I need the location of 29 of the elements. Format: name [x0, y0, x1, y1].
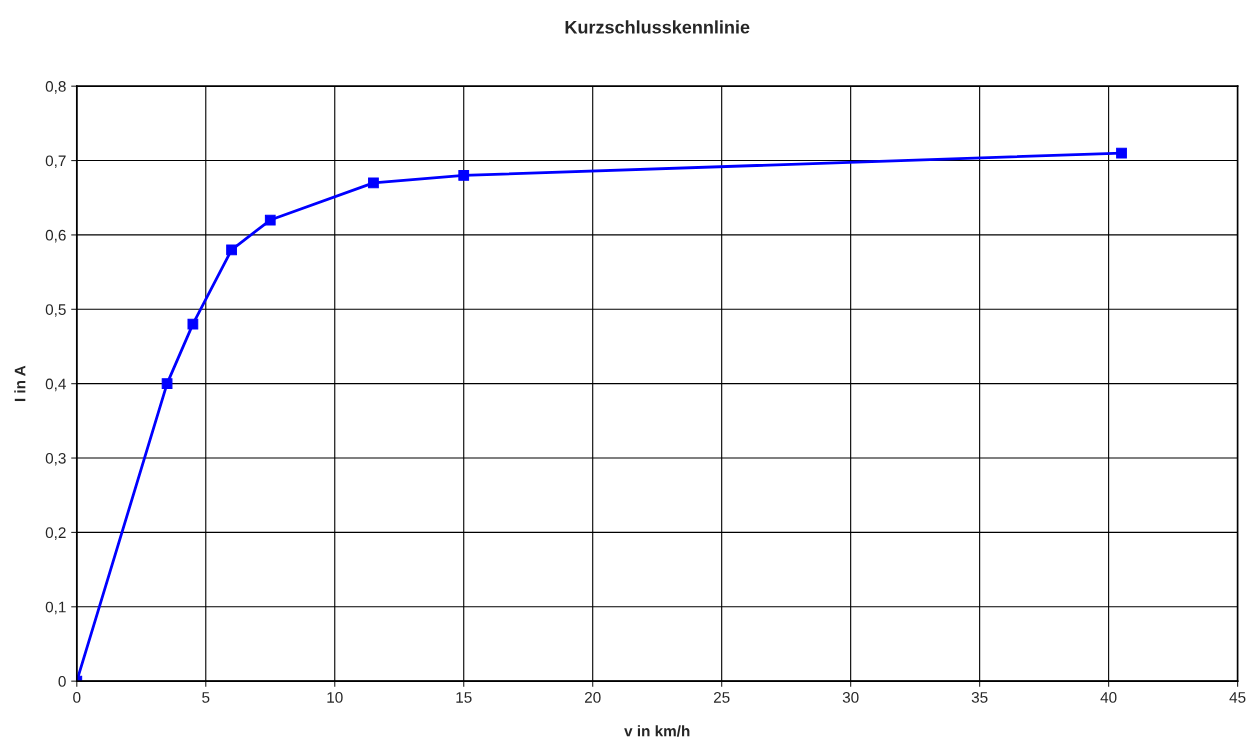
- point: [187, 318, 199, 330]
- x-tick-label: 40: [1100, 691, 1117, 703]
- x-tick-label: 0: [73, 691, 81, 703]
- x-tick-label: 10: [327, 691, 343, 703]
- chart-title: Kurzschlusskennlinie: [565, 20, 750, 34]
- x-tick-label: 15: [456, 692, 472, 703]
- x-axis-title: v in km/h: [624, 725, 690, 737]
- y-tick-label: 0,5: [45, 304, 66, 317]
- y-tick-label: 0,1: [45, 601, 66, 615]
- point: [1116, 147, 1127, 159]
- point: [226, 244, 237, 256]
- x-tick-label: 25: [713, 691, 730, 703]
- x-tick-label: 30: [842, 691, 859, 703]
- y-tick-label: 0,7: [45, 155, 66, 169]
- x-tick-label: 35: [971, 691, 988, 703]
- y-tick-label: 0,6: [45, 229, 66, 243]
- point: [161, 378, 173, 390]
- y-axis-title: I in A: [14, 365, 26, 402]
- y-tick-label: 0: [58, 676, 66, 687]
- point: [368, 177, 379, 189]
- y-tick-label: 0,3: [45, 452, 66, 466]
- x-tick-label: 45: [1229, 692, 1246, 703]
- point: [458, 170, 470, 181]
- x-tick-label: 20: [584, 691, 601, 703]
- y-tick-label: 0,4: [45, 378, 66, 392]
- y-tick-label: 0,8: [45, 81, 66, 94]
- y-tick-label: 0,2: [45, 527, 66, 540]
- point: [264, 214, 276, 226]
- x-tick-label: 5: [202, 692, 210, 703]
